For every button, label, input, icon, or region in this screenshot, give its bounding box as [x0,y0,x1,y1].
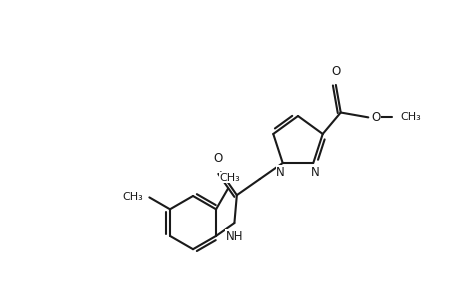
Text: N: N [310,166,319,179]
Text: CH₃: CH₃ [399,112,420,122]
Text: CH₃: CH₃ [219,173,240,183]
Text: O: O [213,152,222,165]
Text: N: N [276,166,285,179]
Text: O: O [330,65,340,78]
Text: CH₃: CH₃ [123,192,143,203]
Text: NH: NH [225,230,243,243]
Text: O: O [370,111,380,124]
